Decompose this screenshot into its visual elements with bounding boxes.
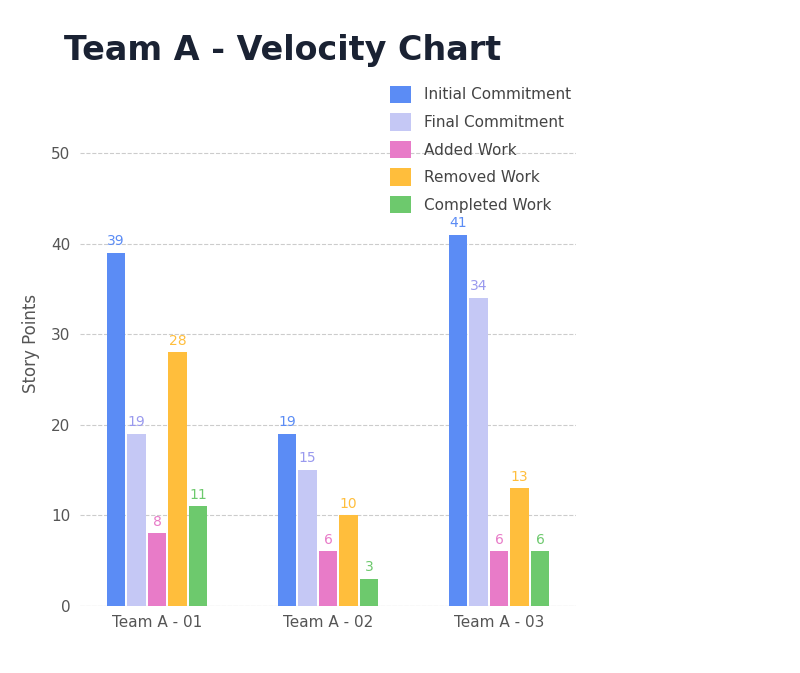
Legend: Initial Commitment, Final Commitment, Added Work, Removed Work, Completed Work: Initial Commitment, Final Commitment, Ad… (382, 78, 578, 221)
Text: 6: 6 (494, 533, 503, 547)
Bar (298, 470, 317, 606)
Bar (510, 488, 529, 606)
Text: 11: 11 (189, 488, 207, 501)
Bar (189, 506, 207, 606)
Bar (469, 298, 488, 606)
Bar (278, 433, 296, 606)
Bar (127, 433, 146, 606)
Y-axis label: Story Points: Story Points (22, 293, 40, 393)
Bar (147, 533, 166, 606)
Text: 19: 19 (127, 415, 146, 429)
Bar (106, 253, 126, 606)
Text: 6: 6 (536, 533, 545, 547)
Bar (339, 516, 358, 606)
Text: 28: 28 (169, 334, 186, 348)
Text: 15: 15 (298, 452, 316, 466)
Text: 41: 41 (449, 216, 466, 230)
Text: 10: 10 (340, 497, 358, 511)
Bar (360, 579, 378, 606)
Bar (318, 551, 338, 606)
Text: 39: 39 (107, 234, 125, 248)
Text: Team A - Velocity Chart: Team A - Velocity Chart (64, 34, 501, 67)
Text: 13: 13 (510, 470, 528, 483)
Bar (490, 551, 509, 606)
Text: 3: 3 (365, 560, 374, 574)
Bar (449, 235, 467, 606)
Text: 8: 8 (153, 515, 162, 529)
Bar (168, 352, 187, 606)
Text: 34: 34 (470, 279, 487, 293)
Text: 19: 19 (278, 415, 296, 429)
Bar (530, 551, 550, 606)
Text: 6: 6 (323, 533, 333, 547)
